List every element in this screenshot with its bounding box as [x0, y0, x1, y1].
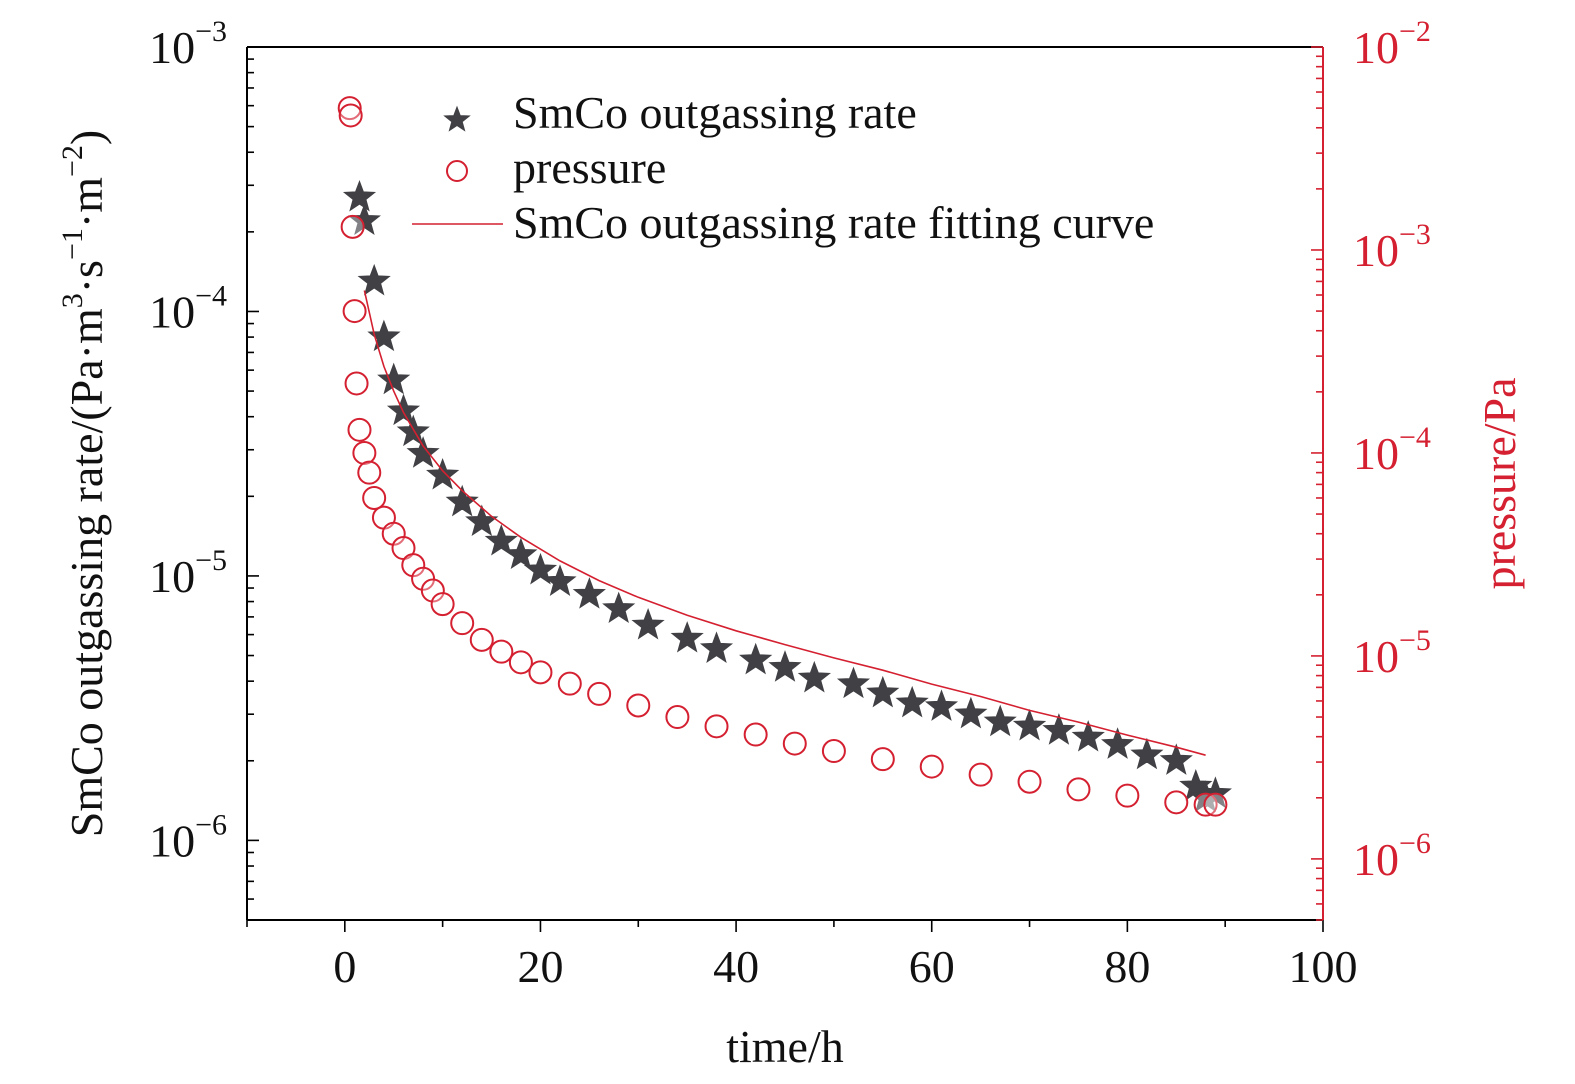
smco-outgassing-rate-point	[1101, 727, 1135, 759]
pressure-point	[528, 660, 553, 685]
smco-outgassing-rate-point	[426, 457, 460, 490]
smco-outgassing-rate-point	[836, 666, 871, 699]
smco-outgassing-rate-point	[1130, 737, 1164, 770]
smco-outgassing-rate-point	[572, 577, 606, 609]
legend-label: SmCo outgassing rate fitting curve	[513, 197, 1154, 248]
smco-outgassing-rate-point	[543, 564, 577, 596]
pressure-point	[626, 693, 651, 718]
pressure-point	[352, 440, 377, 465]
pressure-point	[587, 681, 612, 706]
y-right-tick-label: 10−5	[1353, 624, 1431, 682]
smco-outgassing-rate-point	[406, 436, 440, 468]
smco-outgassing-rate-point	[866, 675, 900, 708]
smco-outgassing-rate-point	[523, 552, 558, 585]
pressure-point	[919, 754, 944, 779]
pressure-point	[362, 485, 387, 510]
smco-outgassing-rate-point	[386, 393, 421, 426]
pressure-point	[1115, 783, 1140, 808]
pressure-point	[743, 722, 768, 747]
smco-outgassing-rate-point	[445, 484, 479, 517]
pressure-point	[347, 417, 372, 442]
smco-outgassing-rate-point	[924, 689, 959, 721]
pressure-point	[1193, 792, 1218, 817]
pressure-point	[665, 705, 690, 730]
y-left-tick-label: 10−4	[149, 279, 227, 337]
pressure-point	[344, 371, 369, 396]
y-left-tick-label: 10−5	[149, 544, 227, 602]
smco-outgassing-rate-point	[367, 319, 401, 352]
pressure-point	[340, 214, 365, 239]
pressure-point	[357, 460, 382, 485]
pressure-point	[1203, 792, 1228, 817]
smco-outgassing-rate-point	[377, 362, 411, 395]
smco-outgassing-rate-point	[797, 660, 831, 693]
marks-layer	[337, 96, 1232, 817]
y-right-tick-label: 10−3	[1353, 218, 1431, 276]
legend-star-icon	[443, 105, 471, 132]
pressure-point	[450, 611, 475, 636]
pressure-point	[1066, 777, 1091, 802]
smco-outgassing-rate-point	[602, 591, 636, 624]
y-left-axis-title: SmCo outgassing rate/(Pa·m3·s−1·m−2)	[56, 130, 112, 837]
smco-outgassing-rate-point	[504, 537, 538, 570]
x-tick-label: 100	[1289, 941, 1358, 992]
smco-outgassing-rate-point	[1012, 708, 1047, 741]
x-tick-label: 80	[1104, 941, 1150, 992]
axes-layer	[246, 46, 1324, 932]
smco-outgassing-rate-point	[631, 607, 665, 640]
pressure-point	[337, 96, 362, 121]
pressure-point	[1164, 790, 1189, 815]
smco-outgassing-rate-point	[768, 650, 802, 682]
smco-outgassing-rate-point	[739, 642, 773, 675]
x-axis-title: time/h	[726, 1021, 844, 1072]
labels-layer: 0 20 40 60 80 100 10−6 10−5 10−4 10−3 10−6 10−5 10−4…	[56, 15, 1525, 1072]
smco-outgassing-rate-point	[670, 621, 704, 653]
y-right-tick-label: 10−4	[1353, 421, 1431, 479]
y-right-tick-label: 10−6	[1353, 827, 1431, 885]
y-left-tick-label: 10−3	[149, 15, 227, 73]
smco-outgassing-rate-point	[895, 685, 929, 718]
x-tick-label: 40	[713, 941, 759, 992]
y-right-tick-label: 10−2	[1353, 15, 1431, 73]
smco-outgassing-rate-point	[1042, 713, 1076, 745]
pressure-point	[704, 714, 729, 739]
legend-circle-icon	[446, 160, 468, 182]
y-left-tick-label: 10−6	[149, 808, 227, 866]
smco-outgassing-rate-point	[465, 504, 499, 537]
smco-outgassing-rate-point	[699, 631, 734, 663]
pressure-point	[782, 731, 807, 756]
pressure-point	[342, 299, 367, 324]
smco-outgassing-rate-fitting-curve-line	[363, 290, 1206, 756]
x-tick-label: 60	[909, 941, 955, 992]
pressure-point	[821, 739, 846, 764]
x-tick-label: 20	[517, 941, 563, 992]
pressure-point	[557, 671, 582, 696]
pressure-point	[508, 650, 533, 675]
smco-outgassing-rate-point	[342, 179, 377, 212]
legend-label: pressure	[513, 142, 666, 193]
smco-outgassing-rate-point	[484, 524, 518, 556]
pressure-point	[1017, 769, 1042, 794]
legend-label: SmCo outgassing rate	[513, 87, 917, 138]
smco-outgassing-rate-point	[1159, 743, 1193, 775]
pressure-point	[489, 639, 514, 664]
pressure-point	[430, 592, 455, 617]
pressure-point	[870, 747, 895, 772]
pressure-point	[469, 627, 494, 652]
y-right-axis-title: pressure/Pa	[1474, 377, 1525, 589]
smco-outgassing-rate-point	[357, 263, 391, 296]
x-tick-label: 0	[333, 941, 356, 992]
pressure-point	[968, 762, 993, 787]
smco-outgassing-rate-point	[954, 696, 988, 729]
smco-outgassing-rate-point	[1071, 720, 1105, 752]
pressure-point	[338, 103, 363, 128]
smco-outgassing-rate-point	[983, 704, 1017, 737]
